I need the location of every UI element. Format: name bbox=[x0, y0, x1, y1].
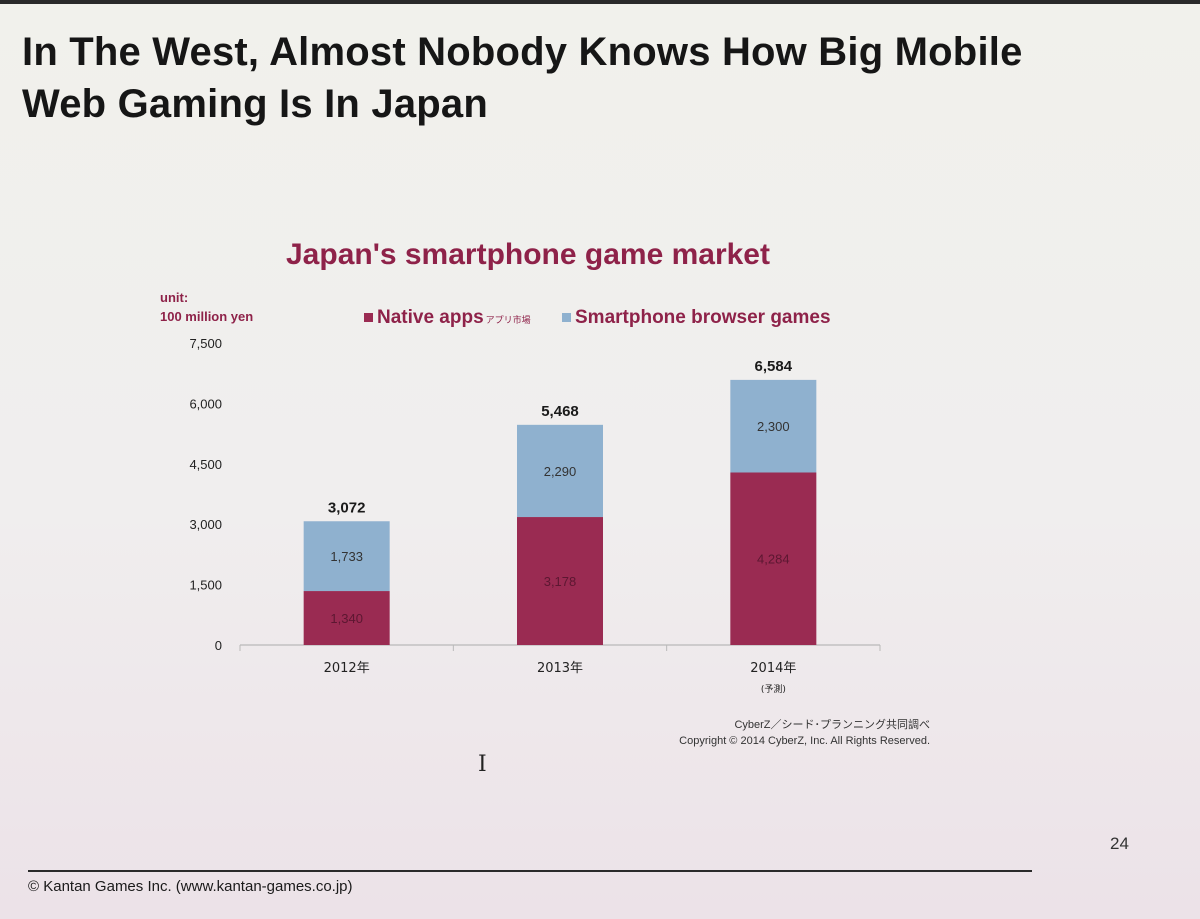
x-category-label: 2013年 bbox=[537, 661, 583, 676]
legend-label-browser: Smartphone browser games bbox=[575, 307, 831, 328]
slide-title: In The West, Almost Nobody Knows How Big… bbox=[22, 26, 1182, 130]
segment-label-native: 3,178 bbox=[544, 574, 577, 589]
copyright-credit: Copyright © 2014 CyberZ, Inc. All Rights… bbox=[679, 735, 930, 747]
chart-title: Japan's smartphone game market bbox=[286, 238, 770, 271]
segment-label-native: 1,340 bbox=[330, 611, 363, 626]
y-tick-label: 4,500 bbox=[189, 457, 222, 472]
y-tick-label: 3,000 bbox=[189, 517, 222, 532]
total-label: 5,468 bbox=[541, 403, 579, 420]
unit-label: unit: bbox=[160, 290, 189, 305]
total-label: 3,072 bbox=[328, 499, 366, 516]
y-tick-label: 7,500 bbox=[189, 336, 222, 351]
total-label: 6,584 bbox=[755, 358, 793, 375]
y-tick-label: 0 bbox=[215, 638, 222, 653]
bar-native-apps bbox=[730, 472, 817, 645]
y-tick-label: 1,500 bbox=[189, 578, 222, 593]
footer-copyright: © Kantan Games Inc. (www.kantan-games.co… bbox=[28, 878, 353, 895]
bar-browser-games bbox=[517, 424, 603, 518]
bar-browser-games bbox=[303, 521, 390, 592]
legend-label-native: Native apps bbox=[377, 307, 484, 328]
legend-browser-games: Smartphone browser games bbox=[562, 307, 831, 329]
bar-native-apps bbox=[517, 517, 603, 645]
slide-title-line-1: In The West, Almost Nobody Knows How Big… bbox=[22, 30, 1023, 74]
legend-swatch-native bbox=[364, 313, 373, 323]
segment-label-browser: 2,300 bbox=[757, 419, 790, 434]
legend-native-apps: Native apps アプリ市場 bbox=[364, 307, 531, 329]
y-tick-label: 6,000 bbox=[189, 396, 222, 411]
segment-label-native: 4,284 bbox=[757, 552, 790, 567]
bar-native-apps bbox=[303, 591, 390, 645]
x-category-label: 2014年 bbox=[750, 661, 796, 676]
bar-browser-games bbox=[730, 379, 817, 473]
slide-title-line-2: Web Gaming Is In Japan bbox=[22, 82, 488, 126]
x-category-note: (予測) bbox=[761, 683, 786, 695]
legend-sublabel-native: アプリ市場 bbox=[485, 315, 531, 325]
source-credit: CyberZ／シード･プランニング共同調べ bbox=[734, 719, 930, 731]
legend-swatch-browser bbox=[562, 313, 571, 323]
text-cursor-icon: I bbox=[478, 752, 487, 777]
segment-label-browser: 1,733 bbox=[330, 549, 363, 564]
top-border bbox=[0, 0, 1200, 4]
footer-divider bbox=[28, 870, 1032, 872]
unit-value: 100 million yen bbox=[160, 309, 254, 324]
page-number: 24 bbox=[1110, 834, 1129, 853]
x-category-label: 2012年 bbox=[324, 661, 370, 676]
segment-label-browser: 2,290 bbox=[544, 464, 577, 479]
